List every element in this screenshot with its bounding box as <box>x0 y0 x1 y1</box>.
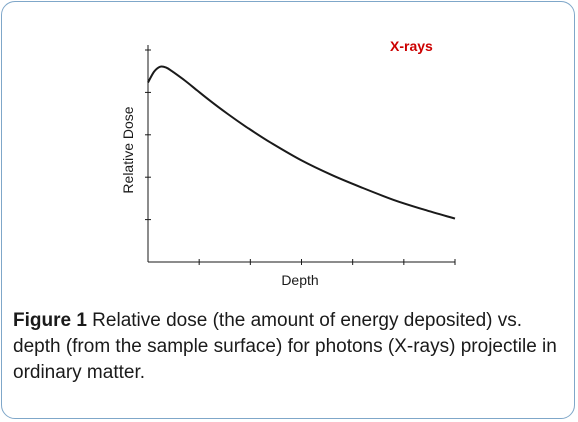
annotation-x-rays: X-rays <box>390 38 433 54</box>
figure-caption: Figure 1 Relative dose (the amount of en… <box>13 308 565 386</box>
chart-axes <box>147 45 455 263</box>
chart-ticks <box>145 49 456 265</box>
figure-caption-text: Relative dose (the amount of energy depo… <box>13 310 557 383</box>
dose-depth-chart: X-rays Depth Relative Dose <box>120 38 456 288</box>
series-line-x-rays <box>147 65 456 220</box>
y-axis-label: Relative Dose <box>120 106 136 193</box>
x-axis-label: Depth <box>281 272 318 288</box>
figure-caption-label: Figure 1 <box>13 310 87 331</box>
